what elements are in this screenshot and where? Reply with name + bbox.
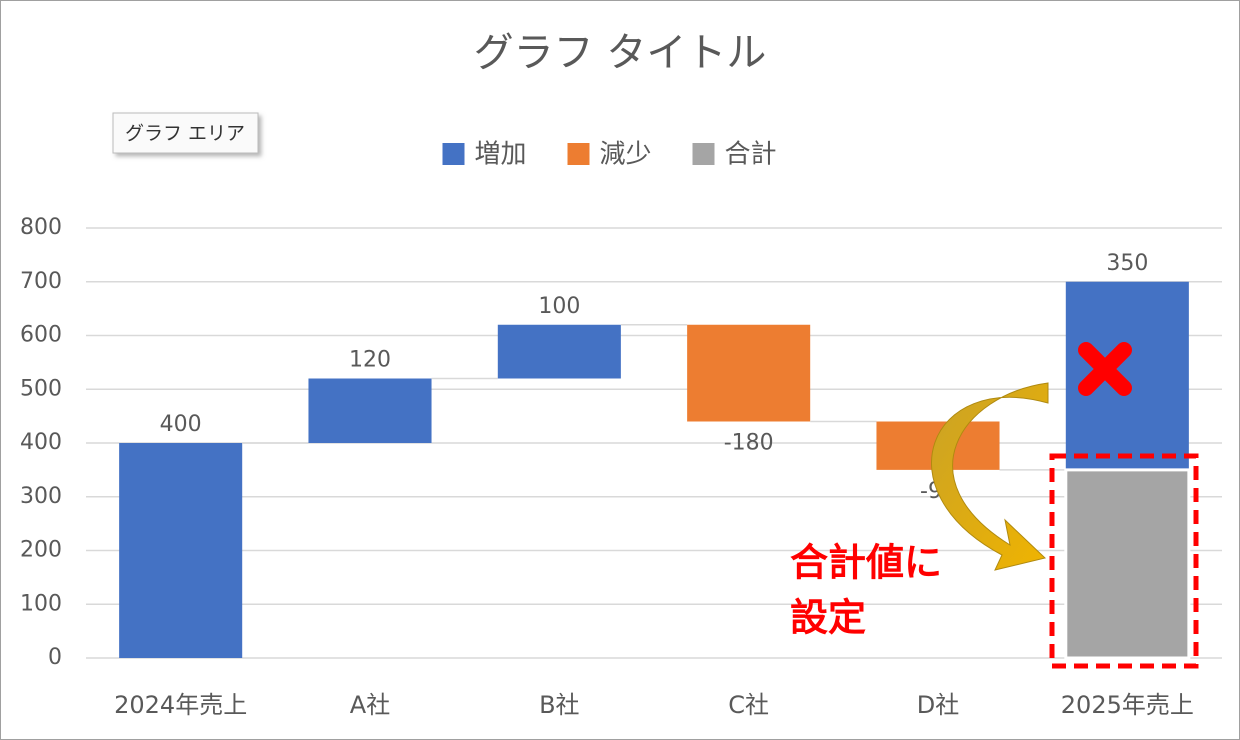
tooltip-box bbox=[112, 112, 259, 154]
y-tick-label: 800 bbox=[20, 215, 62, 240]
y-tick-label: 400 bbox=[20, 430, 62, 455]
y-tick-label: 700 bbox=[20, 269, 62, 294]
x-tick-label: 2024年売上 bbox=[114, 691, 247, 719]
legend-swatch bbox=[442, 143, 465, 165]
x-tick-label: 2025年売上 bbox=[1061, 691, 1194, 719]
bar bbox=[119, 443, 243, 658]
legend-label: 合計 bbox=[725, 140, 777, 170]
value-label: -180 bbox=[724, 431, 774, 456]
cross-mark bbox=[1078, 342, 1132, 396]
x-tick-label: A社 bbox=[350, 691, 390, 719]
annotation-text: 設定 bbox=[790, 596, 866, 640]
legend-label: 減少 bbox=[600, 140, 652, 170]
y-tick-label: 300 bbox=[20, 484, 62, 509]
x-tick-label: C社 bbox=[728, 691, 769, 719]
x-tick-label: D社 bbox=[917, 691, 959, 719]
y-tick-label: 100 bbox=[20, 591, 62, 616]
chart-title: グラフ タイトル bbox=[474, 30, 767, 76]
bar bbox=[1065, 281, 1189, 470]
highlight-box bbox=[1049, 453, 1199, 669]
legend-swatch bbox=[567, 143, 590, 165]
total-bar bbox=[1064, 468, 1191, 660]
y-tick-label: 600 bbox=[20, 323, 62, 348]
bar bbox=[497, 324, 621, 379]
bar bbox=[308, 378, 432, 443]
value-label: 400 bbox=[160, 412, 202, 437]
y-tick-label: 500 bbox=[20, 376, 62, 401]
bar bbox=[687, 324, 811, 422]
tooltip: グラフ エリア bbox=[112, 112, 259, 154]
tooltip-text: グラフ エリア bbox=[125, 123, 245, 145]
legend-swatch bbox=[692, 143, 715, 165]
x-tick-label: B社 bbox=[539, 691, 579, 719]
value-label: 120 bbox=[349, 348, 391, 373]
annotation-text: 合計値に bbox=[790, 541, 942, 585]
value-label: 350 bbox=[1106, 251, 1148, 276]
y-tick-label: 200 bbox=[20, 538, 62, 563]
arrow bbox=[931, 382, 1049, 571]
legend-label: 増加 bbox=[475, 140, 527, 170]
value-label: 100 bbox=[538, 294, 580, 319]
y-tick-label: 0 bbox=[48, 645, 62, 670]
